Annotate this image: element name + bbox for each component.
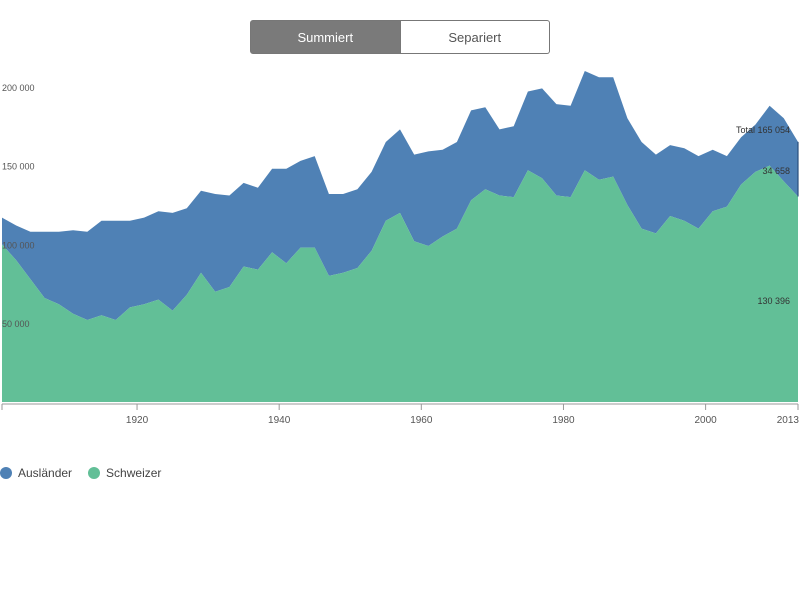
x-tick-label: 1940 [268,415,291,426]
legend-swatch-schweizer [88,467,101,479]
view-toggle: Summiert Separiert [250,20,550,54]
legend-item-schweizer[interactable]: Schweizer [88,466,161,480]
stacked-area-chart: 50 000 100 000 150 000 200 000 1920 1940 1960 1… [1,71,800,426]
legend-swatch-auslaender [0,467,12,479]
separate-toggle-button[interactable]: Separiert [400,20,550,54]
annotation-schweizer: 130 396 [757,296,790,306]
x-tick-label: 2013 [777,415,800,426]
annotation-auslaender: 34 658 [762,166,790,176]
annotation-total: Total 165 054 [736,125,790,135]
y-tick-label: 200 000 [2,83,35,93]
y-tick-label: 50 000 [2,319,30,329]
legend-label-schweizer: Schweizer [106,466,162,480]
y-tick-label: 150 000 [2,162,35,172]
summed-toggle-button[interactable]: Summiert [250,20,401,54]
x-tick-label: 2000 [694,415,717,426]
area-auslaender [2,71,798,320]
x-tick-label: 1960 [410,415,433,426]
legend-label-auslaender: Ausländer [18,466,73,480]
x-tick-label: 1920 [126,415,149,426]
chart-legend: Ausländer Schweizer [0,466,161,480]
y-tick-label: 100 000 [2,240,35,250]
area-schweizer [2,165,798,402]
x-tick-label: 1980 [552,415,575,426]
legend-item-auslaender[interactable]: Ausländer [0,466,72,480]
